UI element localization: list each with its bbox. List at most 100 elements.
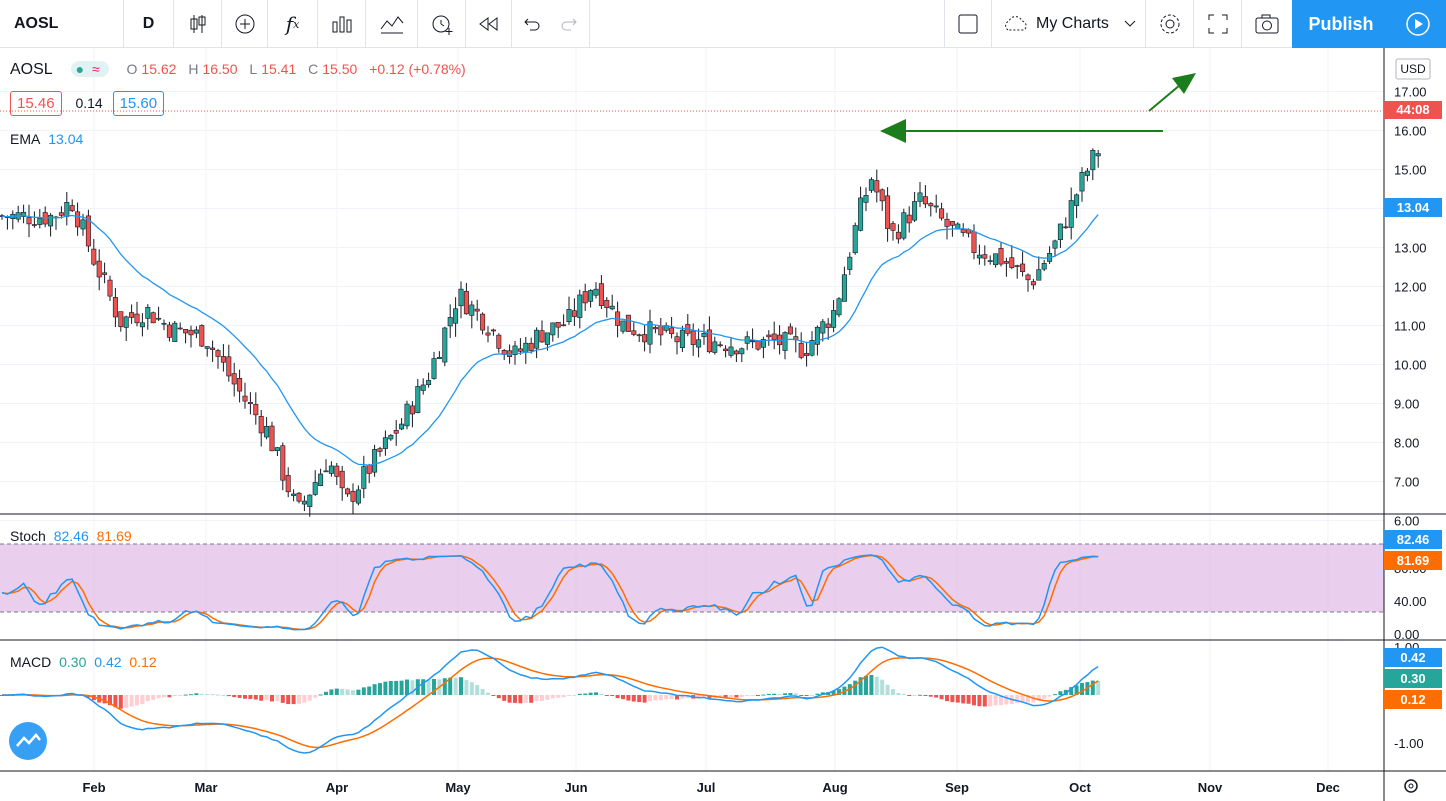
- candle: [264, 417, 270, 440]
- macd-hist-badge-text: 0.30: [1400, 671, 1425, 686]
- spread-value: 0.14: [75, 95, 103, 111]
- camera-icon[interactable]: [1242, 0, 1292, 48]
- ema-legend[interactable]: EMA 13.04: [10, 131, 87, 147]
- candle-body: [48, 214, 54, 227]
- candle-body: [1079, 172, 1085, 192]
- cloud-icon: [1005, 16, 1027, 31]
- candle-body: [620, 320, 626, 332]
- macd-bar: [982, 695, 987, 707]
- candle: [177, 322, 183, 330]
- add-compare-icon[interactable]: [222, 0, 268, 48]
- candle: [944, 212, 950, 240]
- bid-button[interactable]: 15.46: [10, 91, 62, 116]
- symbol-legend[interactable]: AOSL ● ≈ O 15.62 H 16.50 L 15.41 C 15.50 +0.…: [10, 61, 470, 79]
- status-dot-icon: ●: [75, 61, 85, 77]
- interval-button[interactable]: D: [124, 0, 174, 48]
- time-axis[interactable]: Feb Mar Apr May Jun Jul Aug Sep Oct Nov Dec: [82, 780, 1339, 795]
- candle-body: [312, 482, 318, 495]
- macd-bar: [361, 687, 366, 695]
- chart-canvas[interactable]: 17.0016.0015.0014.0013.0012.0011.0010.00…: [0, 48, 1446, 801]
- candle-body: [301, 500, 307, 505]
- candle: [895, 224, 901, 244]
- settings-corner-icon[interactable]: [1404, 779, 1418, 793]
- candle-body: [220, 356, 226, 363]
- undo-icon[interactable]: [512, 0, 550, 48]
- play-icon[interactable]: [1390, 0, 1446, 48]
- candle: [755, 340, 761, 351]
- symbol-search-button[interactable]: AOSL: [0, 0, 124, 48]
- candle-body: [420, 384, 426, 391]
- macd-bar: [621, 695, 625, 700]
- macd-tick: -1.00: [1394, 736, 1424, 751]
- macd-legend[interactable]: MACD 0.30 0.42 0.12: [10, 654, 161, 670]
- price-axis[interactable]: 17.0016.0015.0014.0013.0012.0011.0010.00…: [1394, 85, 1427, 529]
- candle-body: [463, 291, 469, 315]
- replay-icon[interactable]: [466, 0, 512, 48]
- stoch-legend[interactable]: Stoch 82.46 81.69: [10, 528, 136, 544]
- candle-body: [949, 221, 955, 226]
- macd-bar: [140, 695, 145, 704]
- stoch-label: Stoch: [10, 528, 46, 544]
- candle: [874, 169, 880, 203]
- candle-body: [523, 342, 529, 353]
- candle: [118, 311, 124, 332]
- candle-body: [112, 297, 118, 318]
- candle-body: [118, 311, 124, 328]
- candle-body: [1063, 226, 1069, 229]
- candle-body: [1014, 265, 1020, 267]
- candle: [723, 345, 729, 358]
- macd-bar: [340, 688, 345, 695]
- gear-icon[interactable]: [1146, 0, 1194, 48]
- layout-square-icon[interactable]: [944, 0, 992, 48]
- candle: [242, 382, 248, 409]
- candle-body: [490, 329, 496, 332]
- candle-body: [588, 290, 594, 302]
- fullscreen-icon[interactable]: [1194, 0, 1242, 48]
- candle-body: [64, 202, 70, 217]
- templates-icon[interactable]: [318, 0, 366, 48]
- candle: [993, 253, 999, 268]
- candle-body: [453, 308, 459, 324]
- ema-badge-text: 13.04: [1397, 200, 1430, 215]
- candles-icon[interactable]: [174, 0, 222, 48]
- my-charts-button[interactable]: My Charts: [992, 0, 1146, 48]
- macd-bar: [243, 695, 247, 699]
- up-arrow-annotation[interactable]: [1148, 73, 1196, 112]
- candle: [577, 289, 583, 329]
- currency-box[interactable]: USD: [1395, 58, 1431, 80]
- candle: [161, 319, 167, 331]
- macd-bar: [718, 695, 723, 698]
- market-status-badge[interactable]: ● ≈: [70, 61, 109, 77]
- symbol-label: AOSL: [14, 15, 59, 32]
- macd-bar: [270, 695, 274, 702]
- candle-body: [609, 305, 615, 310]
- candle-body: [728, 346, 734, 356]
- tradingview-logo[interactable]: [9, 722, 47, 760]
- candle-body: [852, 225, 858, 254]
- price-tick: 16.00: [1394, 124, 1427, 139]
- candle: [361, 455, 367, 499]
- candle: [183, 329, 189, 344]
- candles: [0, 148, 1101, 517]
- macd-bar: [594, 692, 598, 695]
- macd-bar: [556, 695, 561, 698]
- macd-bar: [216, 694, 220, 696]
- macd-bar: [507, 695, 512, 703]
- macd-bar: [399, 680, 404, 695]
- chart-type-icon[interactable]: [366, 0, 418, 48]
- macd-bar: [945, 695, 949, 702]
- macd-bar: [955, 695, 960, 703]
- candle-body: [226, 356, 232, 377]
- candle: [1003, 257, 1009, 277]
- macd-signal-line: [1, 657, 1099, 749]
- time-tick: Aug: [822, 780, 847, 795]
- publish-button[interactable]: Publish: [1292, 0, 1390, 48]
- horizontal-arrow-annotation[interactable]: [880, 119, 1163, 143]
- alert-icon[interactable]: [418, 0, 466, 48]
- ask-button[interactable]: 15.60: [112, 91, 165, 116]
- macd-bar: [723, 695, 728, 698]
- macd-bar: [858, 677, 863, 695]
- redo-icon[interactable]: [550, 0, 590, 48]
